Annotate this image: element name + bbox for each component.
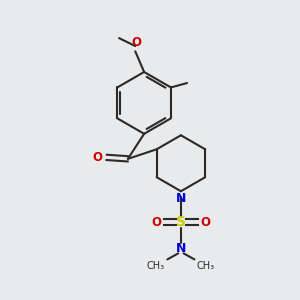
Text: O: O [201,216,211,229]
Text: CH₃: CH₃ [147,261,165,271]
Text: O: O [132,36,142,49]
Text: S: S [176,215,186,229]
Text: CH₃: CH₃ [197,261,215,271]
Text: O: O [93,151,103,164]
Text: N: N [176,242,186,254]
Text: N: N [176,192,186,205]
Text: O: O [151,216,161,229]
